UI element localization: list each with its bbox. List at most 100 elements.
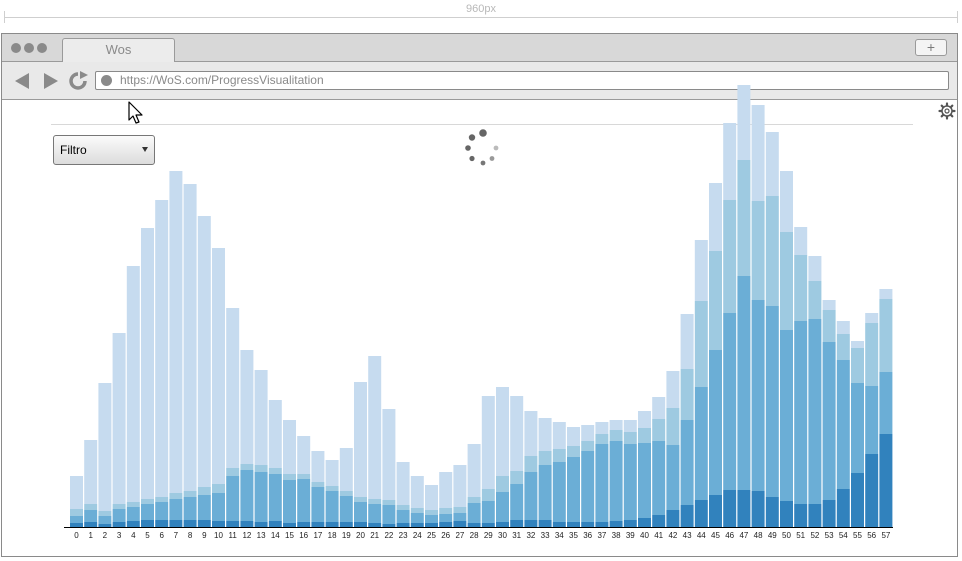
bar-segment [197,495,211,520]
bar-segment [538,520,552,527]
x-tick-label: 38 [612,531,621,540]
bar-segment [879,372,893,434]
bar-segment [609,521,623,527]
bar-segment [268,521,282,527]
ruler-line [4,17,958,18]
bar-segment [694,500,708,527]
window-control-dot[interactable] [11,43,21,53]
bar-segment [567,522,580,527]
window-control-dot[interactable] [37,43,47,53]
bar-segment [396,462,410,505]
bar-segment [652,441,666,515]
bar-segment [169,499,183,520]
chart-bars [70,85,893,527]
bar-segment [183,497,197,520]
bar-segment [865,323,879,386]
bar-segment [283,474,296,480]
bar-segment [354,522,367,527]
bar-segment [709,251,722,350]
x-tick-label: 23 [399,531,408,540]
browser-tab[interactable]: Wos [62,38,175,62]
bar-segment [339,491,353,496]
bar-segment [595,434,609,444]
bar-segment [325,486,339,491]
bar-segment [879,434,893,527]
x-tick-label: 47 [739,531,748,540]
x-tick-label: 4 [131,531,136,540]
bar-segment [467,497,481,503]
bar-segment [851,473,864,527]
header-divider [51,124,913,125]
back-icon[interactable] [12,71,32,91]
bar-segment [709,495,722,527]
bar-segment [765,196,779,306]
x-tick-label: 24 [413,531,422,540]
bar-segment [808,281,822,319]
bar-segment [652,515,666,527]
x-tick-label: 49 [768,531,777,540]
bar-segment [368,523,382,527]
bar-segment [410,476,424,508]
bar-segment [226,521,240,527]
x-tick-label: 31 [512,531,521,540]
bar-segment [155,200,169,497]
new-tab-button[interactable]: + [915,39,947,56]
x-tick-label: 18 [328,531,337,540]
bar-segment [666,445,680,510]
bar-segment [496,476,509,492]
bar-segment [141,504,154,520]
bar-segment [524,411,538,456]
bar-segment [822,500,836,527]
bar-segment [552,522,566,527]
bar-segment [723,200,737,313]
bar-segment [126,507,140,521]
bar-segment [396,523,410,527]
bar-segment [283,480,296,523]
x-axis-ticks: 0 1 2 3 4 5 6 7 8 9 10 11 12 13 14 15 16 17 18 19 20 21 22 23 24… [74,531,891,540]
bar-segment [382,524,396,527]
reload-icon[interactable] [68,71,88,91]
bar-segment [496,387,509,476]
x-tick-label: 43 [683,531,692,540]
bar-segment [737,85,751,160]
gear-icon[interactable] [938,102,956,120]
bar-segment [765,132,779,196]
bar-segment [751,105,765,201]
bar-segment [481,523,495,527]
bar-segment [254,522,268,527]
bar-segment [865,313,879,323]
address-bar[interactable]: https://WoS.com/ProgressVisualitation [95,71,949,90]
bar-segment [84,522,98,527]
x-tick-label: 44 [697,531,706,540]
bar-segment [70,516,83,523]
bar-segment [666,510,680,527]
bar-segment [240,521,254,527]
page-content: Filtro [2,100,957,556]
bar-segment [481,396,495,489]
bar-segment [638,428,651,443]
bar-segment [638,518,651,527]
forward-icon[interactable] [41,71,61,91]
bar-segment [467,444,481,497]
bar-segment [851,341,864,348]
bar-segment [751,201,765,300]
x-tick-label: 36 [583,531,592,540]
bar-segment [325,491,339,522]
bar-segment [382,505,396,524]
x-tick-label: 41 [654,531,663,540]
bar-segment [552,422,566,449]
bar-segment [183,520,197,527]
bar-segment [567,427,580,446]
bar-segment [410,513,424,523]
bar-segment [297,436,311,474]
bar-segment [98,511,112,516]
x-tick-label: 34 [555,531,564,540]
bar-segment [851,348,864,383]
bar-segment [694,387,708,500]
filter-dropdown[interactable]: Filtro [53,135,155,165]
bar-segment [595,422,609,434]
bar-segment [126,502,140,507]
x-tick-label: 19 [342,531,351,540]
window-control-dot[interactable] [24,43,34,53]
